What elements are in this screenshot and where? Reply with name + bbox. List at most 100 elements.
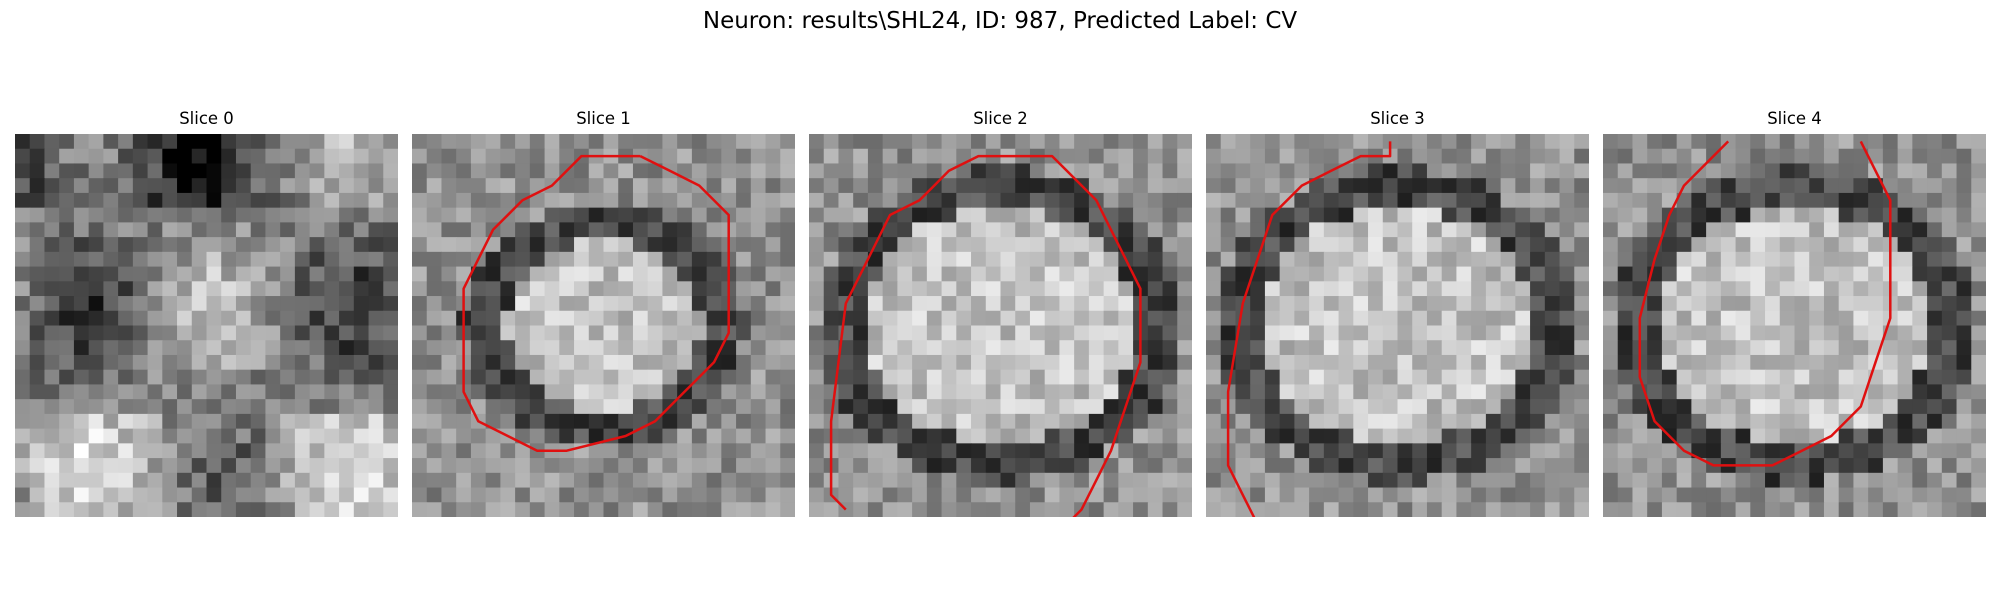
image-pixel — [1794, 134, 1810, 150]
image-pixel — [588, 281, 604, 297]
image-pixel — [1412, 369, 1428, 385]
image-pixel — [941, 251, 957, 268]
image-pixel — [1971, 178, 1986, 194]
image-pixel — [1765, 251, 1781, 268]
image-pixel — [1000, 340, 1016, 356]
image-pixel — [1044, 413, 1060, 430]
image-pixel — [1735, 472, 1751, 489]
image-pixel — [1500, 296, 1516, 312]
image-pixel — [383, 281, 398, 297]
image-pixel — [838, 487, 854, 503]
image-pixel — [103, 178, 119, 194]
image-pixel — [1368, 413, 1384, 430]
image-pixel — [177, 192, 193, 209]
image-pixel — [1353, 487, 1369, 503]
image-pixel — [1456, 222, 1472, 238]
image-pixel — [618, 134, 634, 150]
image-pixel — [1000, 222, 1016, 238]
image-pixel — [985, 251, 1001, 268]
image-pixel — [1544, 413, 1561, 430]
image-pixel — [1661, 443, 1678, 459]
image-pixel — [1133, 413, 1149, 430]
image-pixel — [823, 354, 839, 371]
image-pixel — [206, 502, 222, 517]
image-pixel — [1956, 251, 1972, 268]
image-pixel — [485, 281, 501, 297]
image-pixel — [235, 340, 252, 356]
image-pixel — [1794, 384, 1810, 400]
image-pixel — [353, 281, 370, 297]
image-pixel — [280, 354, 296, 371]
image-pixel — [383, 222, 398, 238]
image-pixel — [677, 472, 693, 489]
image-pixel — [529, 458, 546, 474]
image-pixel — [118, 369, 134, 385]
image-pixel — [1691, 340, 1707, 356]
image-pixel — [926, 207, 943, 223]
image-pixel — [309, 472, 325, 489]
image-pixel — [456, 222, 472, 238]
image-pixel — [647, 310, 663, 326]
image-pixel — [926, 428, 943, 444]
image-pixel — [1338, 472, 1354, 489]
image-pixel — [662, 325, 678, 341]
image-pixel — [1779, 325, 1795, 341]
image-pixel — [441, 502, 457, 517]
image-pixel — [1868, 428, 1884, 444]
image-pixel — [1956, 340, 1972, 356]
image-pixel — [412, 207, 428, 223]
image-pixel — [1485, 207, 1502, 223]
image-pixel — [588, 502, 604, 517]
image-pixel — [1206, 281, 1222, 297]
image-pixel — [926, 266, 943, 282]
image-pixel — [736, 458, 752, 474]
image-pixel — [1941, 340, 1958, 356]
image-pixel — [588, 134, 604, 150]
image-pixel — [912, 472, 928, 489]
image-pixel — [1412, 163, 1428, 179]
image-pixel — [1015, 502, 1031, 517]
image-pixel — [882, 472, 898, 489]
image-pixel — [1765, 369, 1781, 385]
image-pixel — [1515, 207, 1531, 223]
image-pixel — [1368, 251, 1384, 268]
image-pixel — [1500, 192, 1516, 209]
image-pixel — [1088, 428, 1105, 444]
image-pixel — [1397, 487, 1413, 503]
image-pixel — [838, 428, 854, 444]
image-pixel — [588, 443, 604, 459]
image-pixel — [1809, 207, 1825, 223]
image-pixel — [59, 458, 75, 474]
image-pixel — [309, 266, 325, 282]
image-pixel — [1661, 487, 1678, 503]
image-pixel — [162, 163, 178, 179]
image-pixel — [1485, 310, 1502, 326]
image-pixel — [1574, 251, 1589, 268]
image-pixel — [73, 487, 90, 503]
image-pixel — [1515, 222, 1531, 238]
image-pixel — [588, 369, 604, 385]
image-pixel — [853, 207, 869, 223]
image-pixel — [588, 384, 604, 400]
image-pixel — [1074, 369, 1090, 385]
image-pixel — [147, 310, 163, 326]
image-pixel — [1559, 413, 1575, 430]
image-pixel — [603, 281, 619, 297]
image-pixel — [1147, 340, 1164, 356]
image-pixel — [1691, 458, 1707, 474]
image-pixel — [706, 399, 722, 415]
image-pixel — [1676, 487, 1692, 503]
image-pixel — [985, 369, 1001, 385]
image-pixel — [1838, 222, 1854, 238]
image-pixel — [280, 163, 296, 179]
image-pixel — [1941, 266, 1958, 282]
image-pixel — [235, 192, 252, 209]
image-pixel — [103, 399, 119, 415]
image-pixel — [235, 443, 252, 459]
image-pixel — [1720, 281, 1737, 297]
image-pixel — [29, 443, 45, 459]
image-pixel — [103, 384, 119, 400]
image-pixel — [838, 472, 854, 489]
image-pixel — [1000, 207, 1016, 223]
image-pixel — [1750, 428, 1766, 444]
